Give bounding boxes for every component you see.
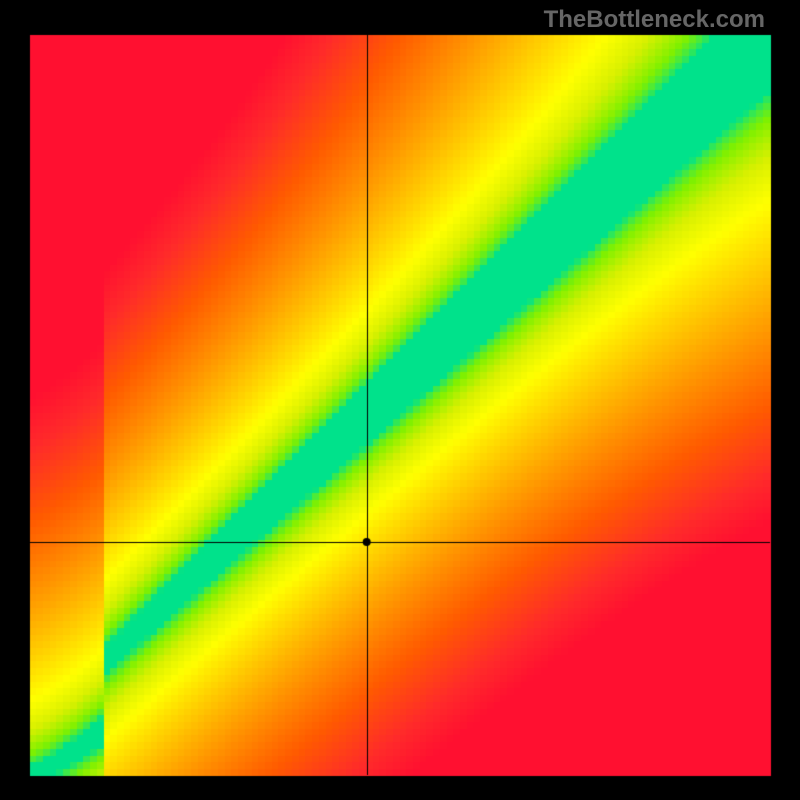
bottleneck-heatmap — [0, 0, 800, 800]
watermark-text: TheBottleneck.com — [544, 6, 765, 34]
